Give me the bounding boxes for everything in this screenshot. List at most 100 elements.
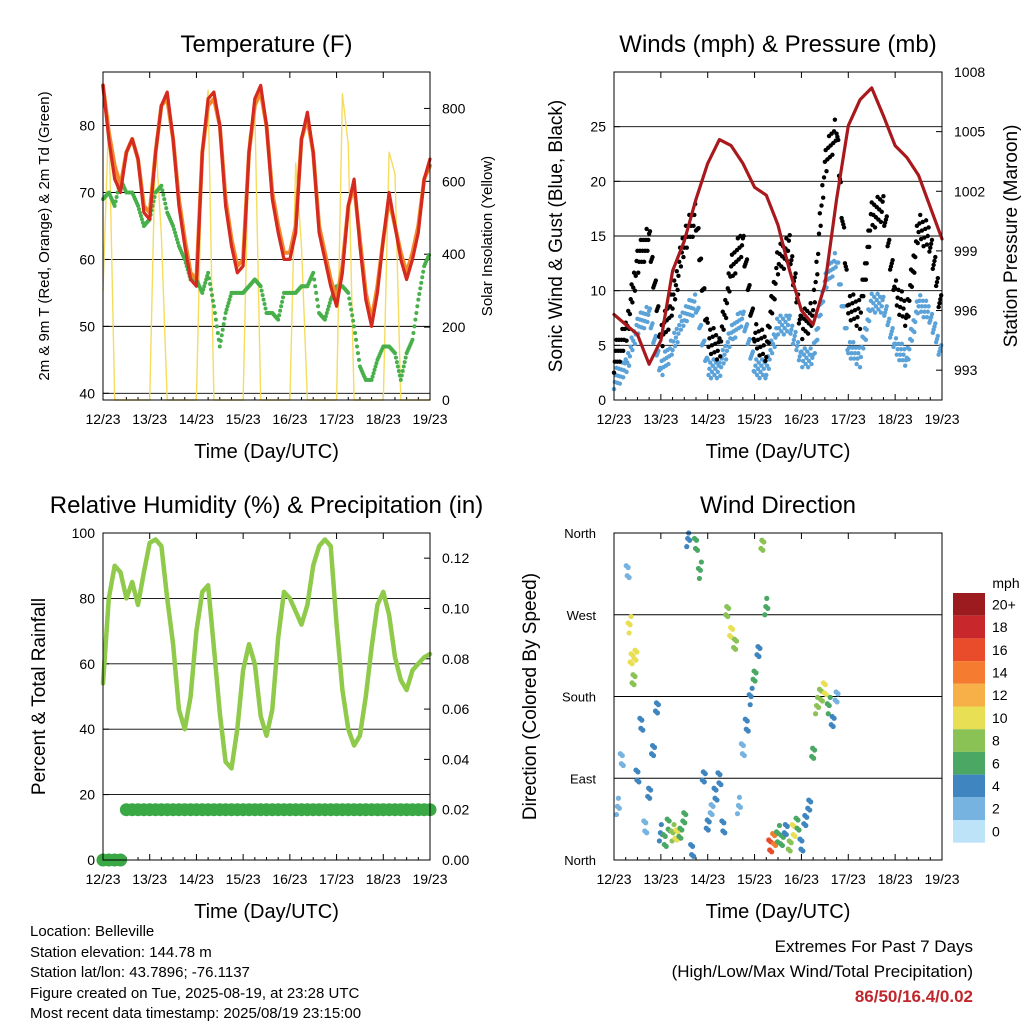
wind-point [895,347,900,352]
humidity-y2tick-label: 0.10 [442,600,469,616]
wind-point [836,260,841,265]
dewpoint-point [201,287,206,292]
gust-point [632,288,638,293]
gust-point [752,339,757,344]
gust-point [671,292,676,297]
direction-point [666,818,672,824]
humidity-y2tick-label: 0.00 [442,852,469,868]
direction-xlabel: Time (Day/UTC) [706,901,851,923]
extremes-values: 86/50/16.4/0.02 [854,987,973,1006]
gust-point [627,311,633,317]
humidity-xtick-label: 15/23 [226,871,261,887]
gust-point [925,233,930,239]
dewpoint-point [113,199,118,204]
wind-point [919,304,925,309]
gust-point [718,339,724,344]
direction-point [709,811,715,818]
gust-point [938,297,943,302]
dewpoint-point [315,297,320,302]
wind-point [630,347,635,353]
gust-point [674,268,679,274]
direction-point [748,693,754,700]
dewpoint-point [413,317,418,322]
gust-point [894,303,900,308]
gust-point [841,225,847,230]
gust-point [617,359,623,364]
dewpoint-point [279,304,284,309]
direction-point [745,728,751,734]
direction-point [787,848,793,854]
direction-point [671,821,677,828]
wind-point [935,333,941,339]
wind-point [671,339,676,344]
gust-point [931,262,936,268]
station-location: Location: Belleville [30,923,155,940]
gust-point [906,314,911,319]
speed-legend-label: 6 [992,755,1000,771]
gust-point [832,117,838,122]
direction-point [619,752,625,759]
gust-point [915,240,920,246]
wind-point [627,354,633,359]
dewpoint-point [223,310,228,315]
dewpoint-point [374,361,379,366]
winds-y2tick-label: 1002 [954,183,985,199]
dewpoint-point [259,288,264,293]
gust-point [929,237,935,243]
dewpoint-point [280,299,285,304]
gust-point [789,258,794,263]
dewpoint-point [326,304,331,309]
gust-point [727,289,732,294]
wind-point [856,350,861,356]
wind-point [929,311,935,317]
gust-point [754,346,760,351]
gust-point [847,293,853,299]
gust-point [672,278,677,283]
gust-point [773,281,778,286]
dewpoint-point [352,324,357,329]
dewpoint-point [372,367,377,372]
dewpoint-point [138,213,143,218]
wind-point [870,307,875,312]
direction-point [752,678,758,684]
wind-point [722,352,727,357]
wind-point [739,316,745,321]
dewpoint-point [161,192,166,197]
wind-point [717,360,722,365]
gust-point [819,203,824,208]
direction-point [762,612,768,618]
direction-point [636,779,642,785]
gust-point [769,311,775,316]
humidity-ytick-label: 60 [79,656,95,672]
direction-point [749,685,755,691]
gust-point [902,323,908,329]
direction-point [740,742,746,749]
speed-legend-label: 16 [992,642,1008,658]
dewpoint-point [174,237,179,242]
wind-point [877,300,882,306]
wind-point [869,291,874,296]
dewpoint-point [281,295,286,300]
dewpoint-point [222,316,227,321]
dewpoint-point [414,310,419,315]
speed-legend-label: 8 [992,733,1000,749]
wind-point [851,340,856,345]
gust-point [792,275,797,280]
wind-point [800,358,806,364]
speed-legend-swatch [953,638,985,662]
winds-xtick-label: 16/23 [784,411,819,427]
wind-point [750,349,756,354]
wind-point [684,318,689,324]
wind-point [815,337,820,343]
gust-point [767,325,772,330]
direction-point [796,827,802,833]
wind-point [718,365,724,370]
direction-point [627,622,633,628]
direction-point [826,702,832,709]
dewpoint-point [217,344,222,349]
wind-point [723,357,729,362]
dewpoint-point [136,203,141,208]
direction-point [747,702,753,708]
gust-point [738,254,744,260]
wind-point [795,343,800,349]
